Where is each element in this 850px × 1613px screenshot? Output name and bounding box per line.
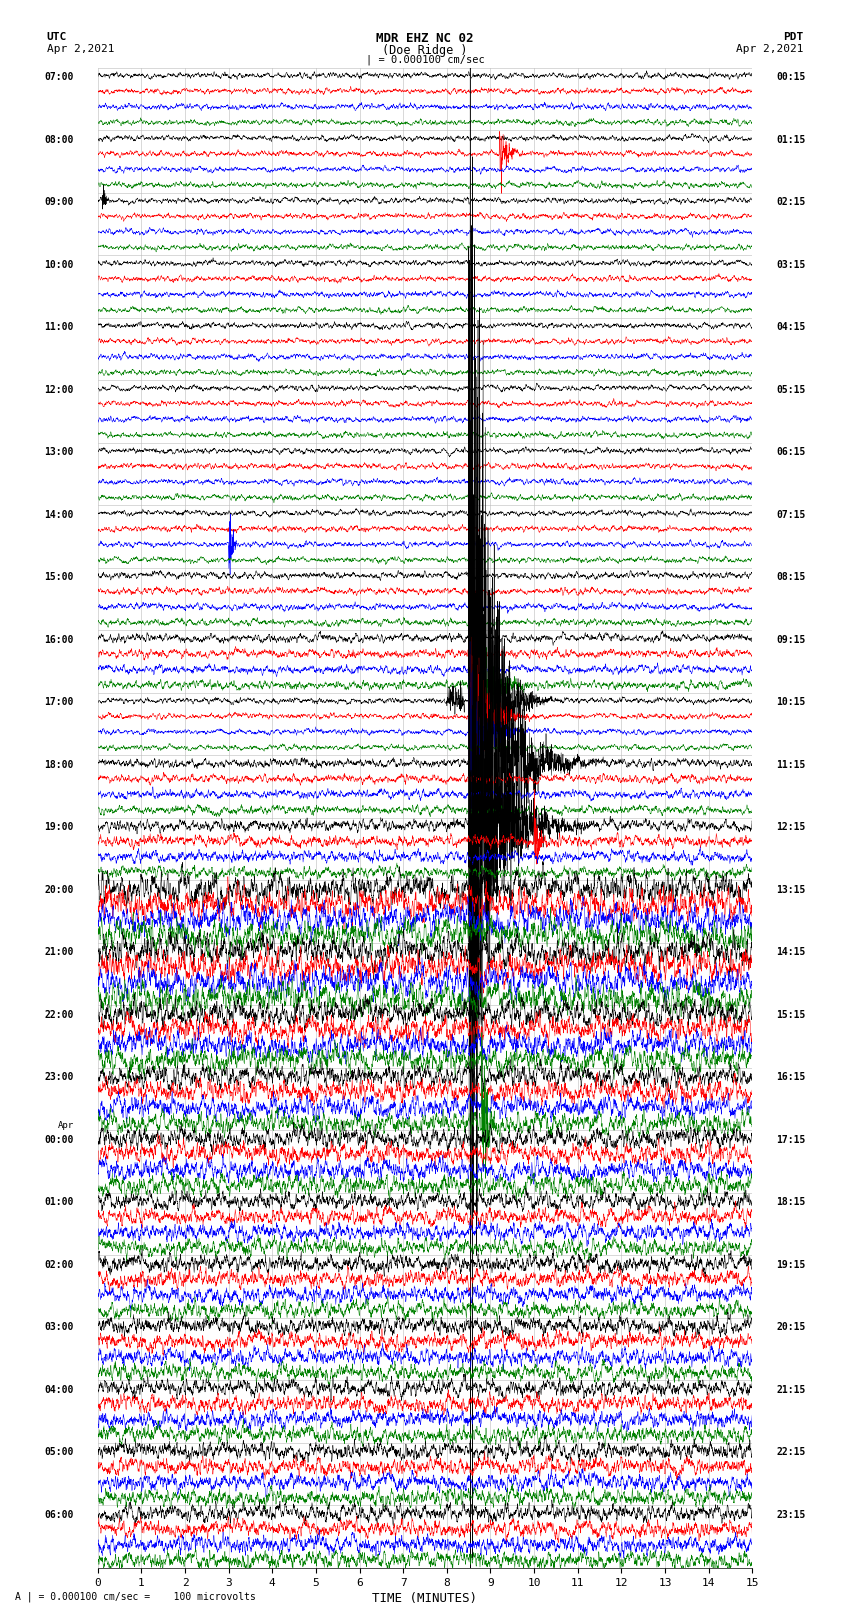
- Text: 22:15: 22:15: [776, 1447, 806, 1457]
- Text: 08:00: 08:00: [44, 134, 74, 145]
- Text: 13:00: 13:00: [44, 447, 74, 456]
- Text: A | = 0.000100 cm/sec =    100 microvolts: A | = 0.000100 cm/sec = 100 microvolts: [15, 1590, 256, 1602]
- Text: 11:00: 11:00: [44, 323, 74, 332]
- Text: 06:15: 06:15: [776, 447, 806, 456]
- Text: Apr 2,2021: Apr 2,2021: [47, 44, 114, 53]
- Text: 08:15: 08:15: [776, 573, 806, 582]
- Text: (Doe Ridge ): (Doe Ridge ): [382, 44, 468, 56]
- Text: 04:15: 04:15: [776, 323, 806, 332]
- Text: 16:00: 16:00: [44, 634, 74, 645]
- Text: 20:00: 20:00: [44, 884, 74, 895]
- Text: 05:00: 05:00: [44, 1447, 74, 1457]
- Text: Apr: Apr: [58, 1121, 74, 1131]
- Text: 01:15: 01:15: [776, 134, 806, 145]
- Text: 16:15: 16:15: [776, 1073, 806, 1082]
- Text: 07:15: 07:15: [776, 510, 806, 519]
- Text: 18:15: 18:15: [776, 1197, 806, 1207]
- Text: 13:15: 13:15: [776, 884, 806, 895]
- Text: 11:15: 11:15: [776, 760, 806, 769]
- Text: 19:15: 19:15: [776, 1260, 806, 1269]
- Text: 22:00: 22:00: [44, 1010, 74, 1019]
- Text: Apr 2,2021: Apr 2,2021: [736, 44, 803, 53]
- Text: 03:00: 03:00: [44, 1323, 74, 1332]
- Text: 09:15: 09:15: [776, 634, 806, 645]
- Text: 10:15: 10:15: [776, 697, 806, 706]
- Text: 04:00: 04:00: [44, 1384, 74, 1395]
- Text: 06:00: 06:00: [44, 1510, 74, 1519]
- Text: 15:00: 15:00: [44, 573, 74, 582]
- Text: 17:00: 17:00: [44, 697, 74, 706]
- Text: 10:00: 10:00: [44, 260, 74, 269]
- Text: 02:15: 02:15: [776, 197, 806, 206]
- Text: 07:00: 07:00: [44, 73, 74, 82]
- Text: 20:15: 20:15: [776, 1323, 806, 1332]
- Text: 03:15: 03:15: [776, 260, 806, 269]
- Text: PDT: PDT: [783, 32, 803, 42]
- Text: 23:15: 23:15: [776, 1510, 806, 1519]
- Text: | = 0.000100 cm/sec: | = 0.000100 cm/sec: [366, 55, 484, 66]
- Text: 14:00: 14:00: [44, 510, 74, 519]
- Text: UTC: UTC: [47, 32, 67, 42]
- Text: 12:00: 12:00: [44, 384, 74, 395]
- Text: 09:00: 09:00: [44, 197, 74, 206]
- Text: 23:00: 23:00: [44, 1073, 74, 1082]
- Text: 17:15: 17:15: [776, 1134, 806, 1145]
- Text: 05:15: 05:15: [776, 384, 806, 395]
- Text: 01:00: 01:00: [44, 1197, 74, 1207]
- Text: 18:00: 18:00: [44, 760, 74, 769]
- X-axis label: TIME (MINUTES): TIME (MINUTES): [372, 1592, 478, 1605]
- Text: 19:00: 19:00: [44, 823, 74, 832]
- Text: 02:00: 02:00: [44, 1260, 74, 1269]
- Text: 12:15: 12:15: [776, 823, 806, 832]
- Text: 15:15: 15:15: [776, 1010, 806, 1019]
- Text: 14:15: 14:15: [776, 947, 806, 957]
- Text: MDR EHZ NC 02: MDR EHZ NC 02: [377, 32, 473, 45]
- Text: 21:15: 21:15: [776, 1384, 806, 1395]
- Text: 21:00: 21:00: [44, 947, 74, 957]
- Text: 00:15: 00:15: [776, 73, 806, 82]
- Text: 00:00: 00:00: [44, 1134, 74, 1145]
